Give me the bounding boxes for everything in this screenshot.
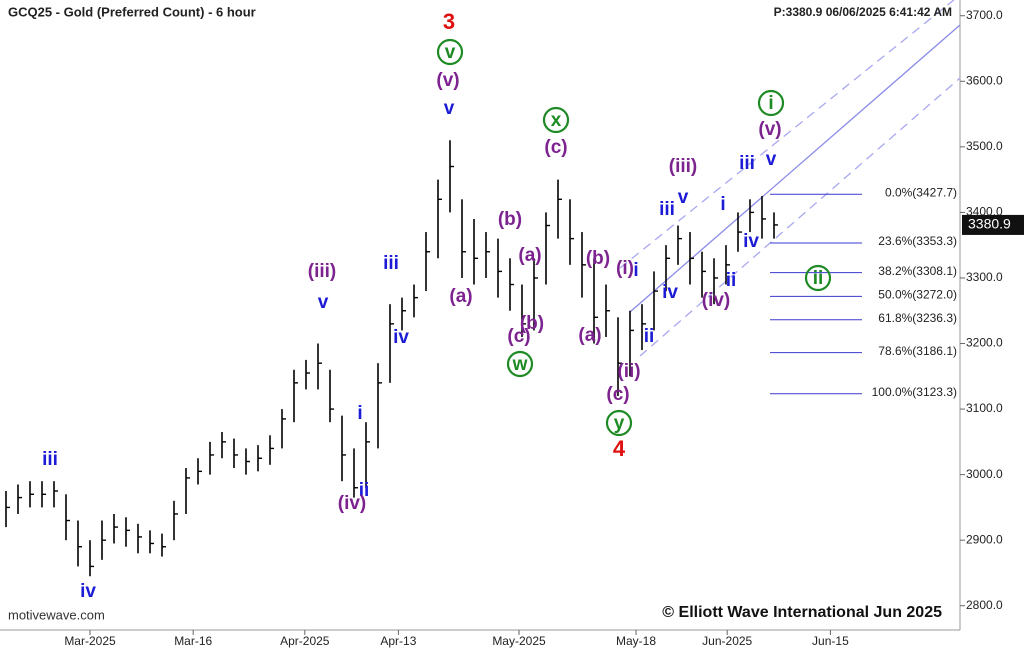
wave-label: v bbox=[444, 98, 455, 119]
x-tick-label: Jun-2025 bbox=[702, 634, 752, 648]
wave-label: iii bbox=[42, 449, 58, 470]
y-tick-label: 2900.0 bbox=[966, 532, 1003, 546]
fib-label: 78.6%(3186.1) bbox=[878, 344, 957, 358]
wave-label: (iii) bbox=[308, 261, 337, 282]
wave-label: iv bbox=[393, 327, 409, 348]
x-tick-label: Mar-2025 bbox=[64, 634, 116, 648]
wave-circle bbox=[605, 409, 633, 437]
wave-label: v bbox=[445, 42, 456, 63]
fib-label: 61.8%(3236.3) bbox=[878, 311, 957, 325]
wave-label: i bbox=[357, 403, 362, 424]
wave-label: v bbox=[678, 187, 689, 208]
wave-label: v bbox=[766, 149, 777, 170]
wave-label: v bbox=[318, 292, 329, 313]
wave-label: iv bbox=[662, 282, 678, 303]
y-tick-label: 3100.0 bbox=[966, 401, 1003, 415]
wave-label: (c) bbox=[544, 137, 567, 158]
y-tick-label: 3200.0 bbox=[966, 336, 1003, 350]
last-price-box bbox=[962, 214, 1024, 235]
wave-label: (c) bbox=[507, 326, 530, 347]
wave-label: ii bbox=[813, 268, 824, 289]
wave-label: (i) bbox=[616, 258, 634, 279]
last-price-label: 3380.9 bbox=[968, 216, 1011, 232]
y-tick-label: 3000.0 bbox=[966, 467, 1003, 481]
y-tick-label: 3500.0 bbox=[966, 139, 1003, 153]
wave-label: ii bbox=[726, 270, 737, 291]
wave-circle bbox=[436, 38, 464, 66]
y-tick-label: 3700.0 bbox=[966, 8, 1003, 22]
wave-label: (iv) bbox=[338, 493, 367, 514]
wave-label: i bbox=[633, 260, 638, 281]
wave-label: (a) bbox=[449, 286, 472, 307]
wave-label: (iv) bbox=[702, 290, 731, 311]
wave-label: ii bbox=[644, 326, 655, 347]
wave-label: (b) bbox=[498, 209, 522, 230]
wave-label: (a) bbox=[518, 245, 541, 266]
wave-circle bbox=[506, 350, 534, 378]
wave-label: iii bbox=[739, 153, 755, 174]
channel-lower bbox=[639, 77, 961, 357]
wave-label: w bbox=[512, 354, 528, 375]
wave-circle bbox=[804, 264, 832, 292]
wave-label: iii bbox=[659, 199, 675, 220]
channel-middle bbox=[629, 24, 961, 313]
wave-label: y bbox=[614, 413, 625, 434]
wave-label: (v) bbox=[758, 119, 781, 140]
wave-label: x bbox=[551, 110, 562, 131]
x-tick-label: Jun-15 bbox=[812, 634, 849, 648]
wave-circle bbox=[542, 106, 570, 134]
wave-label: iii bbox=[383, 253, 399, 274]
fib-label: 0.0%(3427.7) bbox=[885, 185, 957, 199]
status-line: P:3380.9 06/06/2025 6:41:42 AM bbox=[774, 5, 952, 19]
price-bars bbox=[5, 140, 778, 577]
wave-label: iv bbox=[80, 581, 96, 602]
fib-label: 38.2%(3308.1) bbox=[878, 264, 957, 278]
wave-label: 4 bbox=[613, 436, 626, 461]
x-tick-label: Mar-16 bbox=[174, 634, 212, 648]
wave-label: i bbox=[768, 93, 773, 114]
chart-title: GCQ25 - Gold (Preferred Count) - 6 hour bbox=[8, 4, 256, 19]
watermark: motivewave.com bbox=[8, 607, 105, 622]
x-tick-label: May-2025 bbox=[492, 634, 546, 648]
x-tick-label: Apr-13 bbox=[380, 634, 416, 648]
wave-label: ii bbox=[359, 480, 370, 501]
channel-upper bbox=[619, 0, 955, 269]
x-tick-label: Apr-2025 bbox=[280, 634, 330, 648]
wave-label: (b) bbox=[520, 313, 544, 334]
y-tick-label: 3600.0 bbox=[966, 73, 1003, 87]
wave-label: iv bbox=[743, 231, 759, 252]
wave-label: (v) bbox=[436, 70, 459, 91]
wave-label: (iii) bbox=[669, 156, 698, 177]
wave-label: (ii) bbox=[617, 361, 640, 382]
wave-label: 3 bbox=[443, 9, 455, 34]
fib-label: 23.6%(3353.3) bbox=[878, 234, 957, 248]
wave-label: (a) bbox=[578, 325, 601, 346]
x-tick-label: May-18 bbox=[616, 634, 656, 648]
wave-label: (c) bbox=[606, 384, 629, 405]
copyright: © Elliott Wave International Jun 2025 bbox=[662, 604, 942, 621]
y-tick-label: 3300.0 bbox=[966, 270, 1003, 284]
y-tick-label: 2800.0 bbox=[966, 598, 1003, 612]
wave-label: i bbox=[720, 194, 725, 215]
fib-label: 100.0%(3123.3) bbox=[872, 385, 957, 399]
fib-label: 50.0%(3272.0) bbox=[878, 287, 957, 301]
wave-circle bbox=[757, 89, 785, 117]
wave-label: (b) bbox=[586, 248, 610, 269]
